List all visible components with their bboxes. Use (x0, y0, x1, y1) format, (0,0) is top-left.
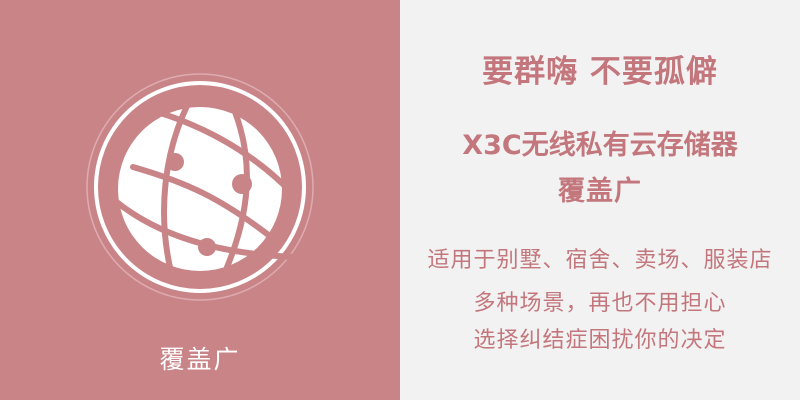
globe-network-icon (86, 73, 314, 301)
description-line-1: 适用于别墅、宿舍、卖场、服装店 (427, 248, 773, 273)
product-feature: 覆盖广 (558, 176, 642, 207)
description-line-2: 多种场景，再也不用担心 (473, 291, 727, 316)
left-panel: 覆盖广 (0, 0, 400, 400)
slogan-heading: 要群嗨 不要孤僻 (482, 54, 718, 90)
product-name: X3C无线私有云存储器 (462, 130, 738, 161)
description-line-3: 选择纠结症困扰你的决定 (473, 328, 727, 353)
left-caption: 覆盖广 (159, 345, 241, 374)
right-panel: 要群嗨 不要孤僻 X3C无线私有云存储器 覆盖广 适用于别墅、宿舍、卖场、服装店… (400, 0, 800, 400)
